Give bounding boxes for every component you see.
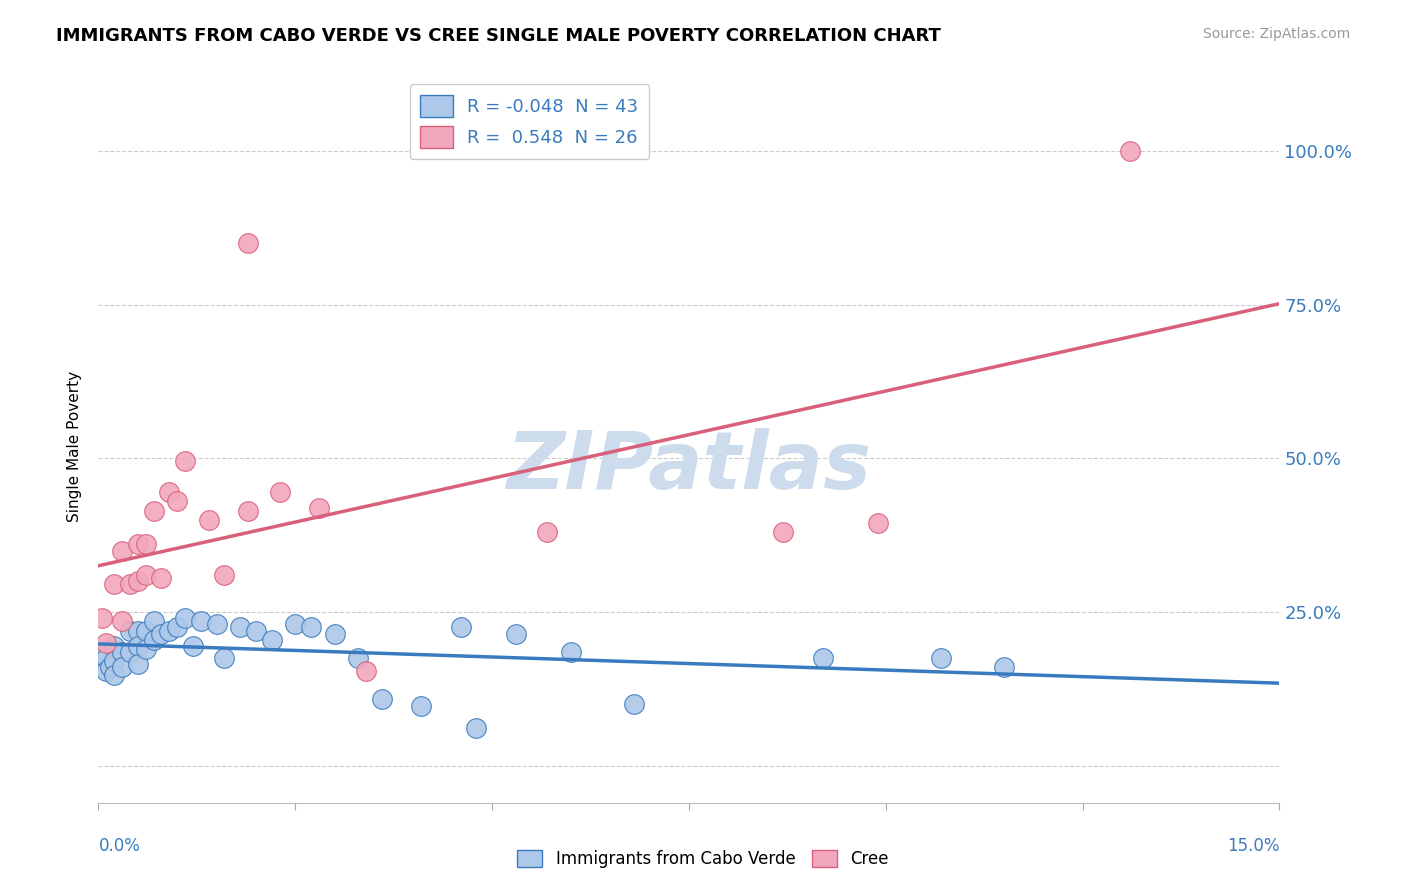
Legend: Immigrants from Cabo Verde, Cree: Immigrants from Cabo Verde, Cree <box>510 843 896 875</box>
Point <box>229 620 252 634</box>
Point <box>98 660 121 674</box>
Point <box>560 645 582 659</box>
Point <box>103 654 125 668</box>
Point <box>371 692 394 706</box>
Point <box>150 626 173 640</box>
Point <box>214 568 236 582</box>
Text: Source: ZipAtlas.com: Source: ZipAtlas.com <box>1202 27 1350 41</box>
Point <box>127 657 149 672</box>
Text: 15.0%: 15.0% <box>1227 837 1279 855</box>
Point <box>96 651 118 665</box>
Point <box>205 617 228 632</box>
Point <box>214 651 236 665</box>
Point <box>103 668 125 682</box>
Point <box>236 503 259 517</box>
Point <box>166 494 188 508</box>
Point <box>866 516 889 530</box>
Text: IMMIGRANTS FROM CABO VERDE VS CREE SINGLE MALE POVERTY CORRELATION CHART: IMMIGRANTS FROM CABO VERDE VS CREE SINGL… <box>56 27 941 45</box>
Point <box>354 664 377 678</box>
Point <box>96 636 118 650</box>
Point <box>91 645 114 659</box>
Point <box>236 235 259 250</box>
Point <box>127 574 149 589</box>
Point <box>111 615 134 629</box>
Point <box>118 645 141 659</box>
Point <box>190 615 212 629</box>
Point <box>505 626 527 640</box>
Point <box>623 698 645 712</box>
Point <box>536 525 558 540</box>
Point <box>993 660 1015 674</box>
Point <box>135 624 157 638</box>
Point <box>465 721 488 735</box>
Point <box>197 513 219 527</box>
Point <box>323 626 346 640</box>
Point <box>111 645 134 659</box>
Point <box>111 660 134 674</box>
Point <box>135 642 157 657</box>
Point <box>1119 144 1142 158</box>
Point <box>174 611 197 625</box>
Point <box>245 624 267 638</box>
Legend: R = -0.048  N = 43, R =  0.548  N = 26: R = -0.048 N = 43, R = 0.548 N = 26 <box>409 84 650 159</box>
Point <box>284 617 307 632</box>
Point <box>411 698 433 713</box>
Point <box>96 664 118 678</box>
Point <box>811 651 834 665</box>
Point <box>103 577 125 591</box>
Point <box>135 537 157 551</box>
Point <box>111 543 134 558</box>
Point <box>127 624 149 638</box>
Point <box>299 620 322 634</box>
Point <box>269 485 291 500</box>
Point <box>118 624 141 638</box>
Text: 0.0%: 0.0% <box>98 837 141 855</box>
Point <box>772 525 794 540</box>
Point <box>91 611 114 625</box>
Y-axis label: Single Male Poverty: Single Male Poverty <box>67 370 83 522</box>
Point <box>150 571 173 585</box>
Point <box>450 620 472 634</box>
Point <box>260 632 283 647</box>
Point <box>118 577 141 591</box>
Point <box>181 639 204 653</box>
Point <box>166 620 188 634</box>
Point <box>135 568 157 582</box>
Point <box>347 651 370 665</box>
Point <box>308 500 330 515</box>
Point <box>127 537 149 551</box>
Point <box>103 639 125 653</box>
Point <box>929 651 952 665</box>
Point <box>127 639 149 653</box>
Point <box>174 454 197 468</box>
Point <box>157 624 180 638</box>
Point <box>142 615 165 629</box>
Point <box>157 485 180 500</box>
Point <box>142 503 165 517</box>
Text: ZIPatlas: ZIPatlas <box>506 428 872 507</box>
Point <box>142 632 165 647</box>
